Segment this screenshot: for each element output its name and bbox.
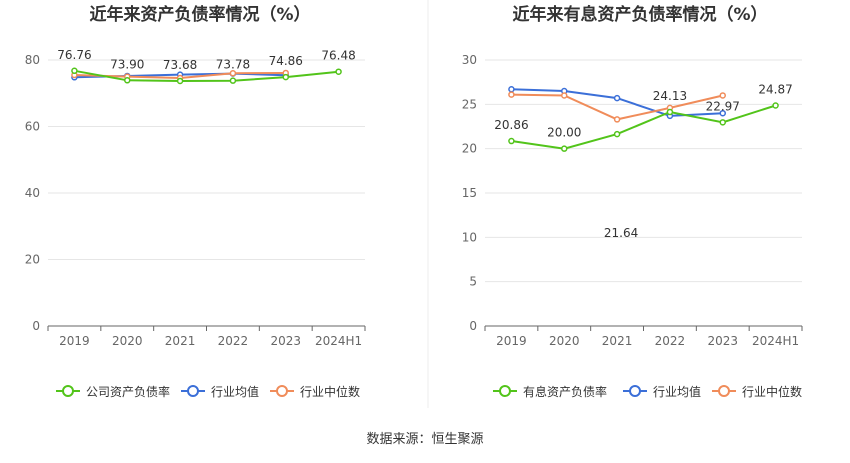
y-tick-label: 15 — [462, 186, 477, 200]
legend-swatch-marker[interactable] — [718, 385, 730, 397]
y-tick-label: 80 — [25, 53, 40, 67]
y-tick-label: 30 — [462, 53, 477, 67]
data-point — [508, 91, 515, 98]
data-label: 73.78 — [216, 58, 250, 72]
x-tick-label: 2023 — [270, 334, 301, 348]
data-label: 20.86 — [494, 118, 528, 132]
x-tick-label: 2021 — [165, 334, 196, 348]
data-point — [508, 137, 515, 145]
x-tick-label: 2022 — [655, 334, 686, 348]
x-tick-label: 2019 — [496, 334, 527, 348]
y-tick-label: 60 — [25, 120, 40, 134]
data-point — [229, 70, 237, 77]
data-point — [772, 102, 779, 109]
data-label: 76.48 — [321, 49, 355, 63]
legend-label[interactable]: 行业中位数 — [742, 384, 802, 399]
y-tick-label: 20 — [462, 142, 477, 156]
x-tick-label: 2024H1 — [315, 334, 362, 348]
data-point — [719, 92, 726, 99]
data-point — [666, 108, 674, 116]
series-line — [74, 69, 339, 83]
x-tick-label: 2021 — [602, 334, 633, 348]
x-tick-label: 2023 — [707, 334, 738, 348]
data-label: 24.13 — [653, 89, 687, 103]
data-point — [613, 116, 621, 123]
data-point — [613, 94, 621, 102]
data-point — [613, 130, 621, 138]
legend-swatch-marker[interactable] — [499, 385, 511, 397]
y-tick-label: 25 — [462, 97, 477, 111]
legend-label[interactable]: 行业均值 — [211, 384, 259, 399]
data-label: 76.76 — [57, 48, 91, 62]
x-tick-label: 2020 — [549, 334, 580, 348]
series-line — [511, 104, 776, 150]
x-tick-label: 2020 — [112, 334, 143, 348]
data-point — [71, 67, 78, 75]
source-note: 数据来源：恒生聚源 — [366, 432, 483, 447]
legend-label[interactable]: 行业中位数 — [300, 384, 360, 399]
data-point — [335, 68, 342, 75]
legend-label[interactable]: 行业均值 — [653, 384, 701, 399]
data-point — [508, 86, 515, 93]
data-point — [561, 145, 568, 152]
data-point — [124, 77, 131, 84]
y-tick-label: 0 — [32, 319, 40, 333]
data-point — [719, 119, 726, 126]
x-tick-label: 2024H1 — [752, 334, 799, 348]
legend-swatch-marker[interactable] — [187, 385, 199, 397]
y-tick-label: 10 — [462, 230, 477, 244]
data-point — [561, 92, 568, 99]
data-label: 22.97 — [706, 99, 740, 113]
x-tick-label: 2019 — [59, 334, 90, 348]
data-label: 73.68 — [163, 58, 197, 72]
y-tick-label: 20 — [25, 253, 40, 267]
chart-title: 近年来有息资产负债率情况（%） — [512, 4, 767, 25]
y-tick-label: 0 — [469, 319, 477, 333]
data-label: 20.00 — [547, 126, 581, 140]
data-point — [229, 77, 237, 84]
legend-label[interactable]: 公司资产负债率 — [86, 384, 170, 399]
legend-label[interactable]: 有息资产负债率 — [523, 384, 607, 399]
y-tick-label: 40 — [25, 186, 40, 200]
x-tick-label: 2022 — [218, 334, 249, 348]
data-point — [282, 73, 289, 81]
y-tick-label: 5 — [469, 275, 477, 289]
data-label: 74.86 — [269, 54, 303, 68]
data-label: 24.87 — [758, 82, 792, 96]
legend-swatch-marker[interactable] — [276, 385, 288, 397]
data-label: 21.64 — [604, 226, 638, 240]
legend-swatch-marker[interactable] — [62, 385, 74, 397]
chart-title: 近年来资产负债率情况（%） — [89, 4, 310, 25]
data-point — [176, 77, 184, 85]
data-point — [719, 109, 726, 117]
legend-swatch-marker[interactable] — [629, 385, 641, 397]
data-label: 73.90 — [110, 57, 144, 71]
